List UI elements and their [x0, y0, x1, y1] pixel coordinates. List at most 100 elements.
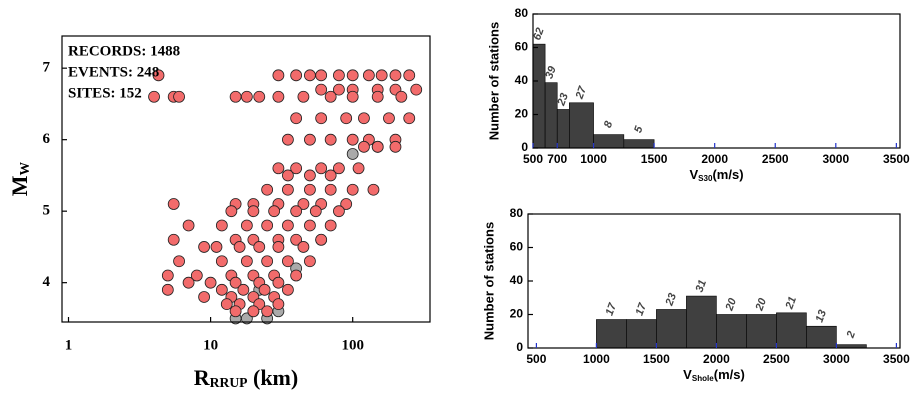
scatter-point — [282, 283, 294, 296]
x-tick-label: 500 — [526, 352, 546, 366]
bar — [569, 102, 594, 149]
y-tick-label: 20 — [515, 107, 529, 121]
scatter-point — [304, 219, 316, 232]
scatter-point — [346, 133, 359, 146]
annotation: SITES: 152 — [68, 85, 142, 101]
y-tick-label: 40 — [515, 73, 529, 87]
value-label: 23 — [663, 292, 679, 309]
scatter-point — [237, 283, 250, 296]
scatter-point — [403, 112, 416, 125]
x-tick-label: 3500 — [883, 152, 910, 166]
axis-label-sub: W — [17, 161, 32, 175]
axis-label-sub: Shole — [692, 374, 714, 383]
axis-label-sub: S30 — [698, 174, 713, 183]
scatter-point — [304, 183, 316, 196]
scatter-point — [229, 276, 242, 289]
scatter-point — [152, 69, 165, 82]
y-tick-label: 80 — [510, 206, 524, 220]
scatter-point — [258, 283, 271, 296]
scatter-point — [340, 198, 353, 210]
scatter-point — [261, 305, 274, 318]
bar — [656, 309, 687, 349]
scatter-point — [304, 133, 316, 146]
x-tick-label: 700 — [547, 152, 567, 166]
axis-label: VS30(m/s) — [689, 167, 743, 182]
value-label: 20 — [723, 296, 739, 313]
scatter-point — [161, 269, 174, 282]
scatter-point — [272, 241, 285, 253]
scatter-point — [290, 112, 303, 125]
x-tick-label: 2000 — [703, 352, 730, 366]
scatter-point — [389, 69, 402, 82]
axis-label-main: V — [689, 167, 698, 182]
scatter-point — [389, 140, 402, 153]
value-label: 21 — [783, 295, 799, 312]
bar — [686, 295, 717, 349]
scatter-point — [282, 133, 294, 146]
scatter-point — [395, 90, 408, 103]
axis-label: MW — [7, 161, 32, 196]
scatter-point — [182, 276, 195, 289]
scatter-point — [225, 205, 238, 218]
scatter-point — [324, 183, 337, 196]
axis-label-unit: (km) — [248, 365, 299, 390]
scatter-point — [346, 69, 359, 82]
scatter-point — [315, 83, 328, 96]
scatter-point — [333, 83, 345, 96]
scatter-point — [309, 205, 322, 218]
scatter-point — [290, 205, 303, 218]
axis-label: Number of stations — [486, 22, 501, 140]
scatter-point — [167, 233, 180, 246]
scatter-point — [167, 198, 180, 210]
axis-label-main: M — [7, 175, 32, 196]
scatter-point — [403, 69, 416, 82]
scatter-point — [247, 205, 260, 218]
scatter-point — [383, 112, 395, 125]
scatter-point — [315, 162, 328, 175]
value-label: 20 — [753, 296, 769, 313]
scatter-point — [282, 255, 294, 268]
scatter-point — [333, 69, 345, 82]
scatter-point — [268, 205, 281, 218]
value-label: 5 — [632, 124, 646, 135]
x-tick-label: 3500 — [883, 352, 910, 366]
scatter-point — [290, 233, 303, 246]
axis-label-main: R — [194, 365, 211, 390]
scatter-point — [346, 183, 359, 196]
scatter-point — [324, 133, 337, 146]
x-tick-label: 10 — [203, 337, 218, 353]
y-tick-label: 60 — [515, 40, 529, 54]
y-tick-label: 40 — [510, 273, 524, 287]
scatter-point — [315, 233, 328, 246]
scatter-point — [352, 162, 365, 175]
y-tick-label: 60 — [510, 240, 524, 254]
scatter-point — [161, 283, 174, 296]
bar — [806, 325, 837, 349]
scatter-point — [272, 298, 285, 311]
x-tick-label: 1000 — [580, 152, 607, 166]
scatter-point — [240, 255, 253, 268]
scatter-point — [173, 90, 185, 103]
scatter-point — [210, 241, 223, 253]
scatter-point — [272, 276, 285, 289]
scatter-point — [297, 90, 310, 103]
scatter-point — [190, 269, 203, 282]
x-tick-label: 500 — [523, 152, 543, 166]
scatter-point — [362, 69, 375, 82]
scatter-point — [253, 90, 266, 103]
scatter-point — [315, 69, 328, 82]
scatter-point — [220, 298, 233, 311]
x-tick-label: 1 — [65, 337, 73, 353]
axis-label: RRRUP (km) — [194, 365, 298, 390]
scatter-point — [358, 112, 370, 125]
x-tick-label: 1500 — [643, 352, 670, 366]
scatter-point — [315, 112, 328, 125]
bar — [623, 139, 655, 149]
scatter-point — [272, 69, 285, 82]
annotation: RECORDS: 1488 — [68, 43, 180, 59]
value-label: 8 — [602, 119, 616, 130]
annotation: EVENTS: 248 — [68, 64, 159, 80]
scatter-point — [324, 169, 337, 182]
x-tick-label: 1500 — [641, 152, 668, 166]
x-tick-label: 3000 — [823, 352, 850, 366]
